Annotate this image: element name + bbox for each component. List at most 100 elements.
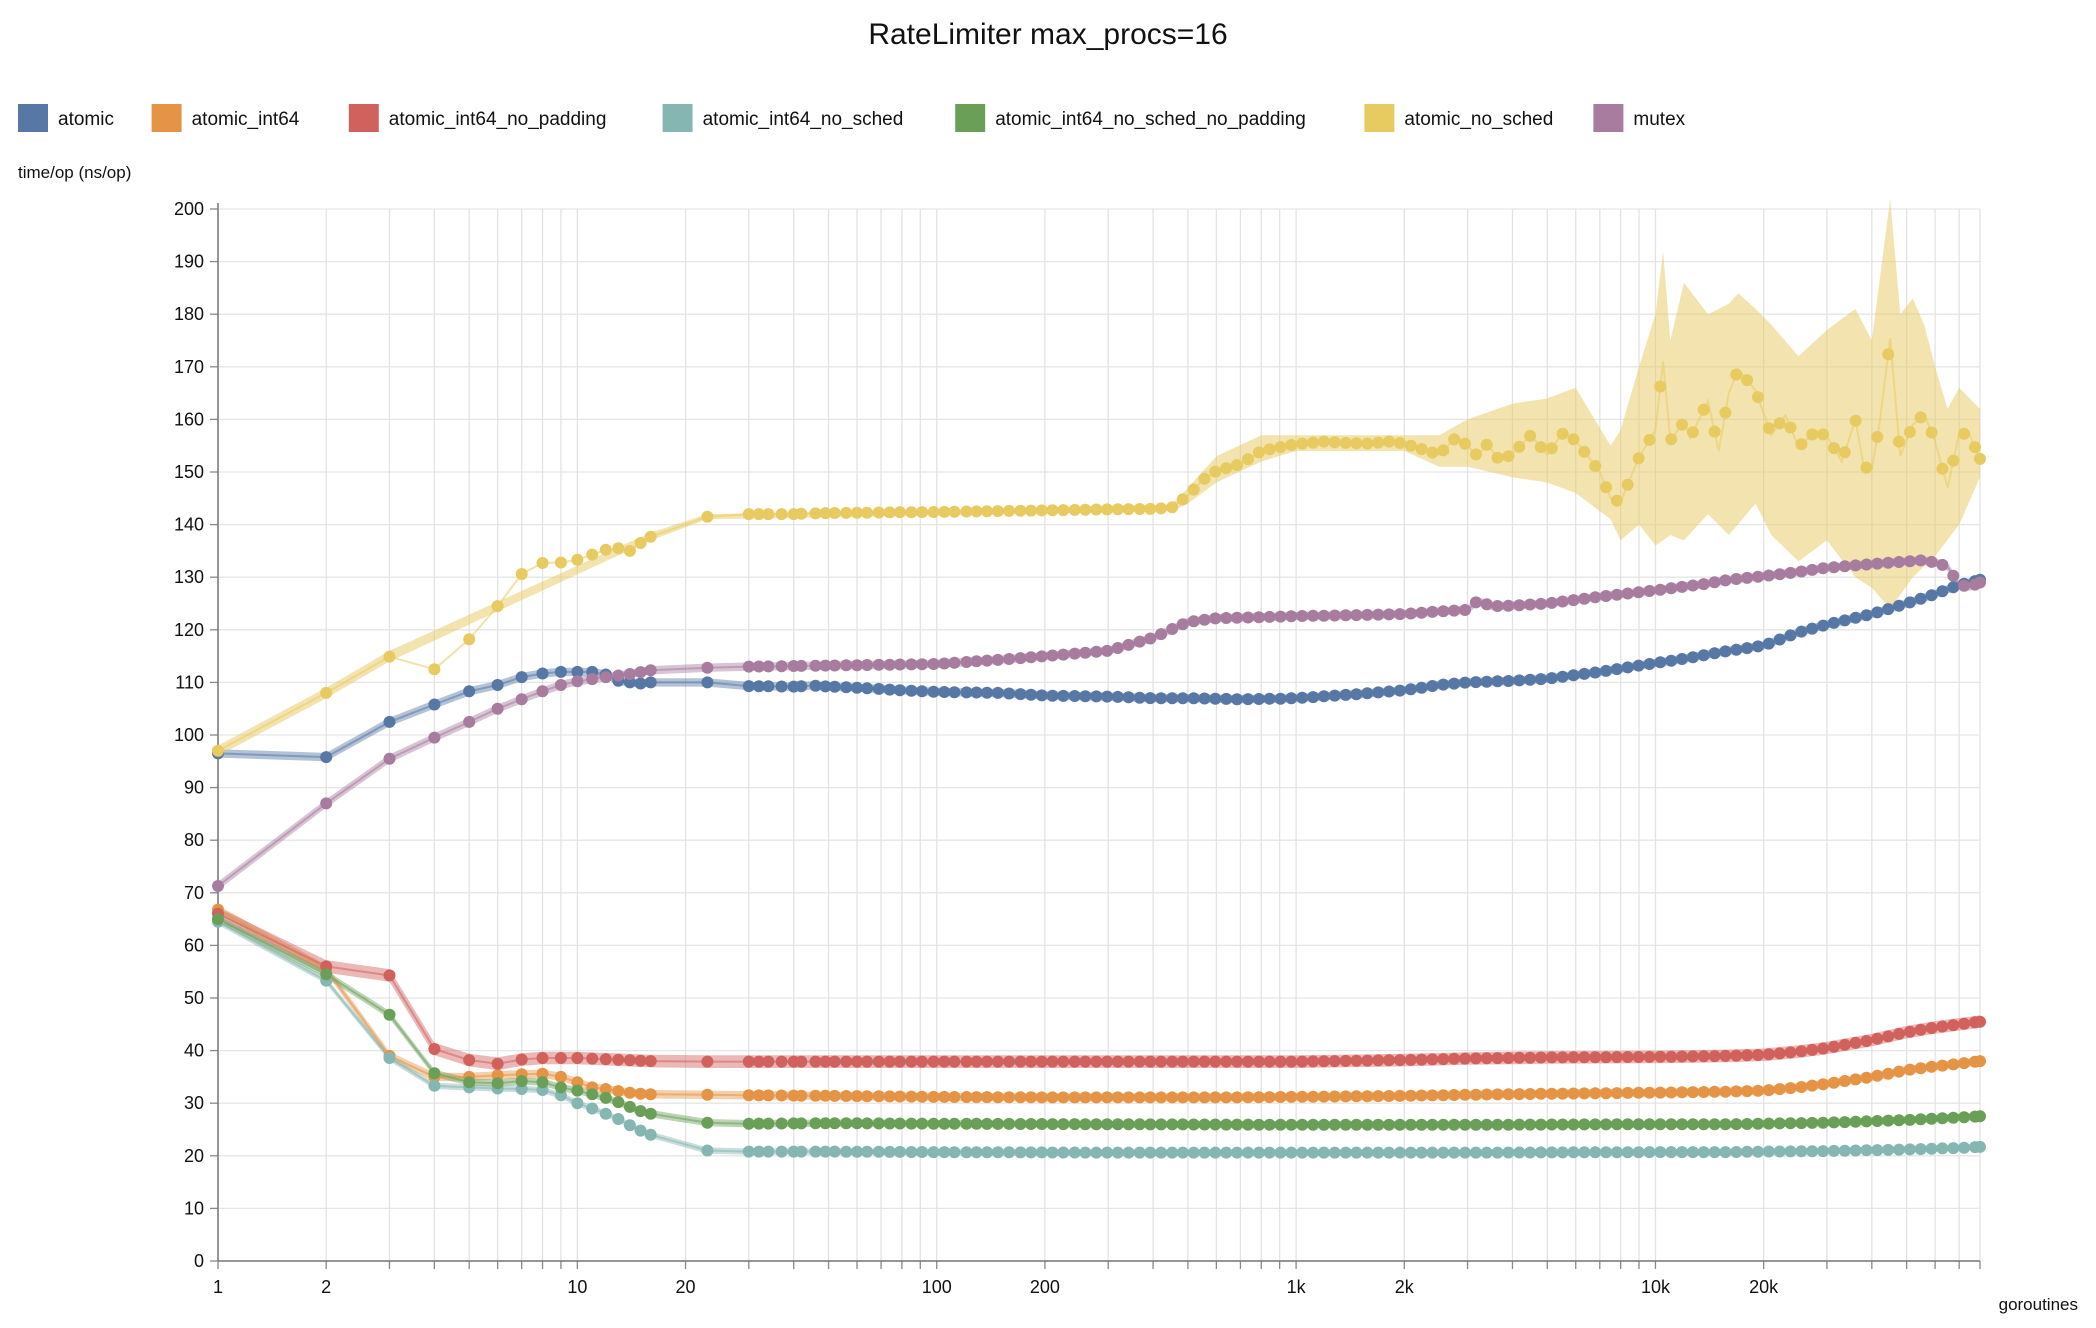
point-atomic: [1741, 642, 1754, 655]
point-atomic-int64-no-sched-no-padding: [1686, 1118, 1699, 1131]
point-atomic-no-sched: [1231, 459, 1243, 472]
point-atomic-no-sched: [1068, 503, 1081, 516]
point-atomic-int64-no-padding: [1101, 1055, 1114, 1068]
point-atomic-no-sched: [1144, 502, 1157, 515]
point-atomic-no-sched: [1838, 446, 1851, 459]
point-atomic-int64-no-sched-no-padding: [861, 1117, 874, 1130]
point-atomic-int64-no-sched: [1469, 1146, 1482, 1159]
point-atomic-int64-no-sched-no-padding: [1404, 1118, 1417, 1131]
point-mutex: [1372, 608, 1385, 621]
point-atomic-int64-no-sched: [1838, 1144, 1851, 1157]
point-atomic-no-sched: [1686, 426, 1699, 439]
point-atomic-int64-no-sched: [1046, 1146, 1059, 1159]
point-atomic: [491, 679, 504, 691]
point-atomic-int64-no-padding: [1719, 1049, 1732, 1062]
point-mutex: [612, 669, 625, 682]
point-atomic-int64-no-padding: [991, 1055, 1004, 1068]
point-mutex: [1057, 648, 1070, 661]
point-atomic: [1795, 625, 1808, 638]
band-atomic: [218, 575, 1980, 762]
point-atomic-int64-no-sched: [1404, 1146, 1417, 1159]
legend-swatch: [955, 104, 986, 132]
point-atomic-int64-no-sched: [1003, 1146, 1016, 1159]
point-atomic-int64-no-sched-no-padding: [1350, 1118, 1363, 1131]
point-atomic-int64-no-padding: [1534, 1051, 1547, 1064]
points-atomic-int64-no-sched-no-padding: [212, 913, 1986, 1131]
point-atomic-no-sched: [1350, 437, 1363, 450]
point-atomic: [775, 680, 788, 693]
point-atomic-int64-no-sched: [1274, 1146, 1287, 1159]
point-atomic-int64-no-padding: [1893, 1027, 1905, 1040]
point-mutex: [1133, 635, 1146, 648]
point-atomic-int64-no-padding: [1914, 1023, 1927, 1036]
point-atomic-int64-no-sched-no-padding: [1068, 1118, 1081, 1131]
point-atomic-no-sched: [599, 543, 612, 556]
point-atomic-int64: [1958, 1057, 1971, 1070]
point-atomic-int64-no-sched-no-padding: [701, 1116, 714, 1129]
point-atomic-no-sched: [1101, 503, 1114, 516]
point-atomic-int64-no-sched: [599, 1107, 612, 1120]
point-atomic-int64-no-sched-no-padding: [1806, 1116, 1819, 1129]
point-atomic-int64-no-padding: [1079, 1055, 1092, 1068]
legend-label: atomic_no_sched: [1404, 109, 1553, 130]
legend-label: atomic: [58, 109, 114, 130]
point-atomic-int64-no-sched: [1806, 1145, 1819, 1158]
point-atomic-int64-no-sched: [1448, 1146, 1461, 1159]
point-atomic-int64-no-sched-no-padding: [1307, 1118, 1320, 1131]
point-mutex: [1003, 653, 1016, 665]
point-atomic-int64-no-padding: [1090, 1055, 1103, 1068]
point-mutex: [927, 658, 940, 670]
point-atomic: [1534, 673, 1547, 686]
point-atomic-int64-no-sched-no-padding: [1730, 1118, 1743, 1131]
point-atomic: [1448, 677, 1461, 690]
point-mutex: [1187, 615, 1200, 628]
point-mutex: [1469, 596, 1482, 609]
point-atomic-int64: [938, 1090, 951, 1103]
point-atomic-int64-no-sched-no-padding: [795, 1117, 808, 1130]
point-atomic-no-sched: [1090, 503, 1103, 516]
point-atomic-no-sched: [1665, 433, 1678, 446]
point-mutex: [428, 731, 441, 744]
point-mutex: [320, 797, 333, 810]
point-atomic-int64-no-padding: [1122, 1055, 1135, 1068]
legend-item-atomic: atomic: [18, 104, 114, 132]
point-atomic-int64-no-sched: [742, 1145, 755, 1158]
point-atomic-int64: [1795, 1081, 1808, 1093]
point-atomic-no-sched: [1307, 436, 1320, 449]
point-mutex: [1752, 570, 1764, 583]
point-atomic-int64-no-sched-no-padding: [1513, 1118, 1526, 1131]
point-atomic-int64-no-padding: [1849, 1036, 1862, 1049]
point-atomic: [1806, 622, 1819, 635]
point-atomic: [1166, 692, 1179, 705]
point-atomic-int64: [1654, 1086, 1667, 1099]
point-atomic-no-sched: [463, 633, 476, 646]
point-atomic-int64-no-padding: [916, 1055, 928, 1068]
point-atomic: [1578, 667, 1591, 680]
point-atomic-int64-no-padding: [1480, 1052, 1493, 1065]
point-atomic-int64: [1361, 1090, 1374, 1103]
point-mutex: [1328, 609, 1341, 622]
point-atomic-int64-no-sched: [1068, 1146, 1081, 1159]
point-mutex: [1882, 556, 1895, 569]
point-atomic-int64: [644, 1088, 657, 1101]
point-atomic-int64-no-sched: [1252, 1146, 1265, 1159]
chart-title: RateLimiter max_procs=16: [868, 18, 1227, 51]
point-atomic: [1860, 609, 1873, 622]
point-mutex: [1350, 609, 1363, 622]
point-atomic-int64-no-sched-no-padding: [1752, 1117, 1764, 1130]
point-mutex: [1079, 646, 1092, 659]
point-mutex: [1849, 559, 1862, 572]
point-atomic-int64-no-sched-no-padding: [1383, 1118, 1395, 1131]
point-atomic-int64-no-padding: [1448, 1052, 1461, 1065]
x-tick-label: 2k: [1395, 1277, 1415, 1297]
point-atomic-no-sched: [927, 506, 940, 518]
legend-label: atomic_int64_no_padding: [389, 109, 607, 130]
point-atomic: [1317, 690, 1330, 703]
point-mutex: [1708, 576, 1721, 589]
point-atomic-no-sched: [905, 506, 918, 519]
point-mutex: [960, 656, 973, 668]
point-atomic-no-sched: [1936, 462, 1949, 475]
point-atomic-int64-no-sched: [1079, 1146, 1092, 1159]
point-atomic-int64-no-sched-no-padding: [612, 1096, 625, 1109]
point-atomic-int64-no-sched-no-padding: [1014, 1118, 1027, 1130]
